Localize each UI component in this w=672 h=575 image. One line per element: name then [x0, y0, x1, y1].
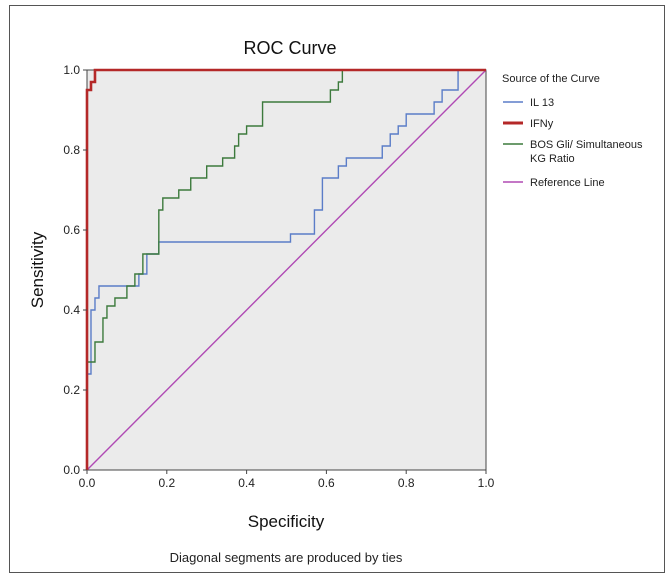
x-tick-label: 0.6 — [318, 476, 335, 490]
legend-label-il-13: IL 13 — [530, 97, 554, 109]
series-line-ifny — [85, 68, 486, 470]
legend-label-reference-line: Reference Line — [530, 177, 605, 189]
legend-label-ifny: IFNy — [530, 118, 554, 130]
x-tick-label: 1.0 — [478, 476, 495, 490]
series-line-reference-line — [86, 69, 487, 471]
x-tick-label: 0.8 — [398, 476, 415, 490]
y-tick-label: 1.0 — [63, 63, 80, 77]
series-line-bos-gli-simultaneous-kg-ratio — [86, 69, 486, 470]
chart-title: ROC Curve — [243, 38, 336, 58]
x-tick-label: 0.4 — [238, 476, 255, 490]
x-axis-title: Specificity — [248, 512, 325, 531]
y-tick-label: 0.2 — [63, 383, 80, 397]
legend-label-bos-gli-simultaneous-kg-ratio: BOS Gli/ Simultaneous KG Ratio — [530, 139, 643, 165]
x-tick-label: 0.2 — [158, 476, 175, 490]
y-tick-label: 0.0 — [63, 463, 80, 477]
axis-layer: 0.0 0.2 0.4 0.6 0.8 1.0 0.0 0.2 0.4 0.6 0.8 1.0 — [63, 63, 494, 490]
series-layer — [85, 68, 487, 471]
y-tick-label: 0.6 — [63, 223, 80, 237]
y-tick-label: 0.8 — [63, 143, 80, 157]
legend: Source of the Curve IL 13 IFNy BOS Gli/ Si… — [502, 73, 643, 189]
legend-title: Source of the Curve — [502, 73, 600, 85]
footnote: Diagonal segments are produced by ties — [170, 550, 403, 565]
y-tick-label: 0.4 — [63, 303, 80, 317]
x-tick-label: 0.0 — [79, 476, 96, 490]
series-line-il-13 — [86, 69, 486, 470]
y-axis-title: Sensitivity — [28, 231, 47, 308]
